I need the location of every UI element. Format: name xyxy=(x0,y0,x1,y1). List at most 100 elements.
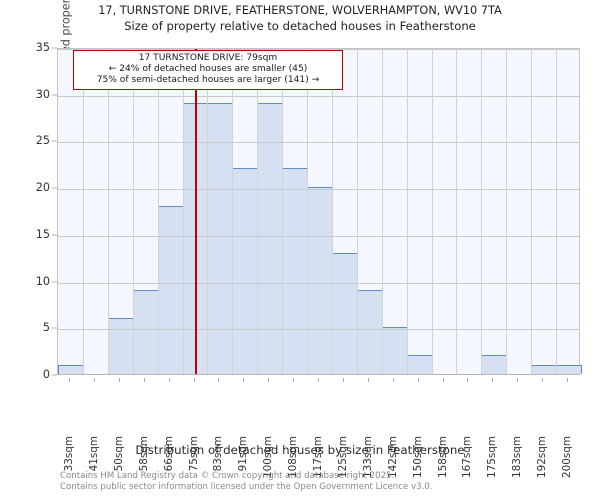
histogram-bar xyxy=(207,103,233,374)
x-axis-tick: 41sqm xyxy=(82,378,107,471)
y-axis-tick-mark xyxy=(52,281,57,283)
x-axis-tick-mark xyxy=(69,378,70,382)
property-annotation-box: 17 TURNSTONE DRIVE: 79sqm ← 24% of detac… xyxy=(73,50,343,90)
chart-subtitle: Size of property relative to detached ho… xyxy=(124,19,476,33)
x-axis-tick: 183sqm xyxy=(505,378,530,478)
y-axis-tick-mark xyxy=(52,47,57,49)
x-axis-tick: 83sqm xyxy=(206,378,231,471)
gridline-vertical xyxy=(232,49,233,374)
gridline-vertical xyxy=(357,49,358,374)
x-axis-tick: 58sqm xyxy=(132,378,157,471)
y-axis-tick-mark xyxy=(52,374,57,376)
histogram-bar xyxy=(133,289,159,374)
gridline-horizontal xyxy=(58,49,579,50)
chart-titles: 17, TURNSTONE DRIVE, FEATHERSTONE, WOLVE… xyxy=(0,3,600,34)
x-axis-tick-mark xyxy=(293,378,294,382)
histogram-bar xyxy=(407,355,433,374)
x-axis-tick: 200sqm xyxy=(555,378,580,478)
histogram-bar xyxy=(307,187,333,374)
y-axis-tick-label: 15 xyxy=(35,227,50,241)
gridline-vertical xyxy=(133,49,134,374)
x-axis-tick-mark xyxy=(517,378,518,382)
gridline-vertical xyxy=(506,49,507,374)
y-axis-tick-mark xyxy=(52,234,57,236)
footer-line-2: Contains public sector information licen… xyxy=(60,481,433,492)
x-axis-tick-mark xyxy=(542,378,543,382)
gridline-horizontal xyxy=(58,282,579,284)
x-axis-tick: 192sqm xyxy=(530,378,555,478)
x-axis-tick-mark xyxy=(443,378,444,382)
annotation-line-3: 75% of semi-detached houses are larger (… xyxy=(96,75,320,85)
bar-series xyxy=(58,49,582,374)
footer-attribution: Contains HM Land Registry data © Crown c… xyxy=(60,471,590,492)
x-axis-tick-mark xyxy=(567,378,568,382)
gridline-vertical xyxy=(257,49,258,374)
plot-area xyxy=(57,48,582,375)
x-axis-tick-mark xyxy=(268,378,269,382)
x-axis-tick: 117sqm xyxy=(306,378,331,478)
gridline-vertical xyxy=(407,49,408,374)
gridline-vertical xyxy=(183,49,184,374)
histogram-bar xyxy=(257,103,283,374)
gridline-vertical xyxy=(382,49,383,374)
x-axis-tick-mark xyxy=(393,378,394,382)
y-axis-tick-label: 10 xyxy=(35,274,50,288)
x-axis-tick: 108sqm xyxy=(281,378,306,478)
x-axis-tick: 167sqm xyxy=(455,378,480,478)
gridline-vertical xyxy=(158,49,159,374)
x-axis-tick: 175sqm xyxy=(480,378,505,478)
page-title: 17, TURNSTONE DRIVE, FEATHERSTONE, WOLVE… xyxy=(98,4,502,17)
gridline-vertical xyxy=(307,49,308,374)
x-axis-tick: 100sqm xyxy=(256,378,281,478)
gridline-vertical xyxy=(282,49,283,374)
x-axis-tick: 91sqm xyxy=(231,378,256,471)
histogram-bar xyxy=(232,168,258,374)
gridline-vertical xyxy=(432,49,433,374)
x-axis-title: Distribution of detached houses by size … xyxy=(135,443,465,457)
x-axis-tick: 158sqm xyxy=(431,378,456,478)
x-axis-tick-mark xyxy=(343,378,344,382)
x-axis-tick-mark xyxy=(318,378,319,382)
x-axis-tick: 50sqm xyxy=(107,378,132,471)
annotation-line-1: 17 TURNSTONE DRIVE: 79sqm xyxy=(138,53,278,63)
histogram-bar xyxy=(282,168,308,374)
x-axis-tick: 33sqm xyxy=(57,378,82,471)
x-axis-tick: 125sqm xyxy=(331,378,356,478)
histogram-bar xyxy=(58,364,84,374)
y-axis-tick-label: 30 xyxy=(35,87,50,101)
gridline-horizontal xyxy=(58,142,579,144)
x-axis-tick-mark xyxy=(418,378,419,382)
x-axis-tick: 150sqm xyxy=(406,378,431,478)
gridline-vertical xyxy=(481,49,482,374)
x-axis-tick-mark xyxy=(218,378,219,382)
x-axis-tick-mark xyxy=(492,378,493,382)
x-axis-tick: 75sqm xyxy=(182,378,207,471)
x-axis-tick: 133sqm xyxy=(356,378,381,478)
x-axis-tick-mark xyxy=(194,378,195,382)
y-axis-tick-label: 25 xyxy=(35,134,50,148)
gridline-horizontal xyxy=(58,329,579,331)
x-axis-tick-mark xyxy=(169,378,170,382)
histogram-bar xyxy=(481,355,507,374)
histogram-bar xyxy=(332,252,358,374)
y-axis-tick-mark xyxy=(52,187,57,189)
x-axis-tick: 142sqm xyxy=(381,378,406,478)
x-axis-tick-mark xyxy=(243,378,244,382)
x-axis-tick-mark xyxy=(368,378,369,382)
x-axis-tick-mark xyxy=(467,378,468,382)
annotation-line-2: ← 24% of detached houses are smaller (45… xyxy=(108,64,308,74)
y-axis-tick-label: 0 xyxy=(42,368,50,381)
footer-line-1: Contains HM Land Registry data © Crown c… xyxy=(60,471,395,481)
gridline-horizontal xyxy=(58,189,579,191)
y-axis-tick-mark xyxy=(52,140,57,142)
y-axis-tick-label: 20 xyxy=(35,181,50,195)
gridline-vertical xyxy=(556,49,557,374)
property-marker-line xyxy=(195,49,197,374)
x-axis-tick-mark xyxy=(119,378,120,382)
gridline-vertical xyxy=(456,49,457,374)
gridline-vertical xyxy=(108,49,109,374)
gridline-vertical xyxy=(207,49,208,374)
gridline-vertical xyxy=(83,49,84,374)
x-axis-tick: 66sqm xyxy=(157,378,182,471)
